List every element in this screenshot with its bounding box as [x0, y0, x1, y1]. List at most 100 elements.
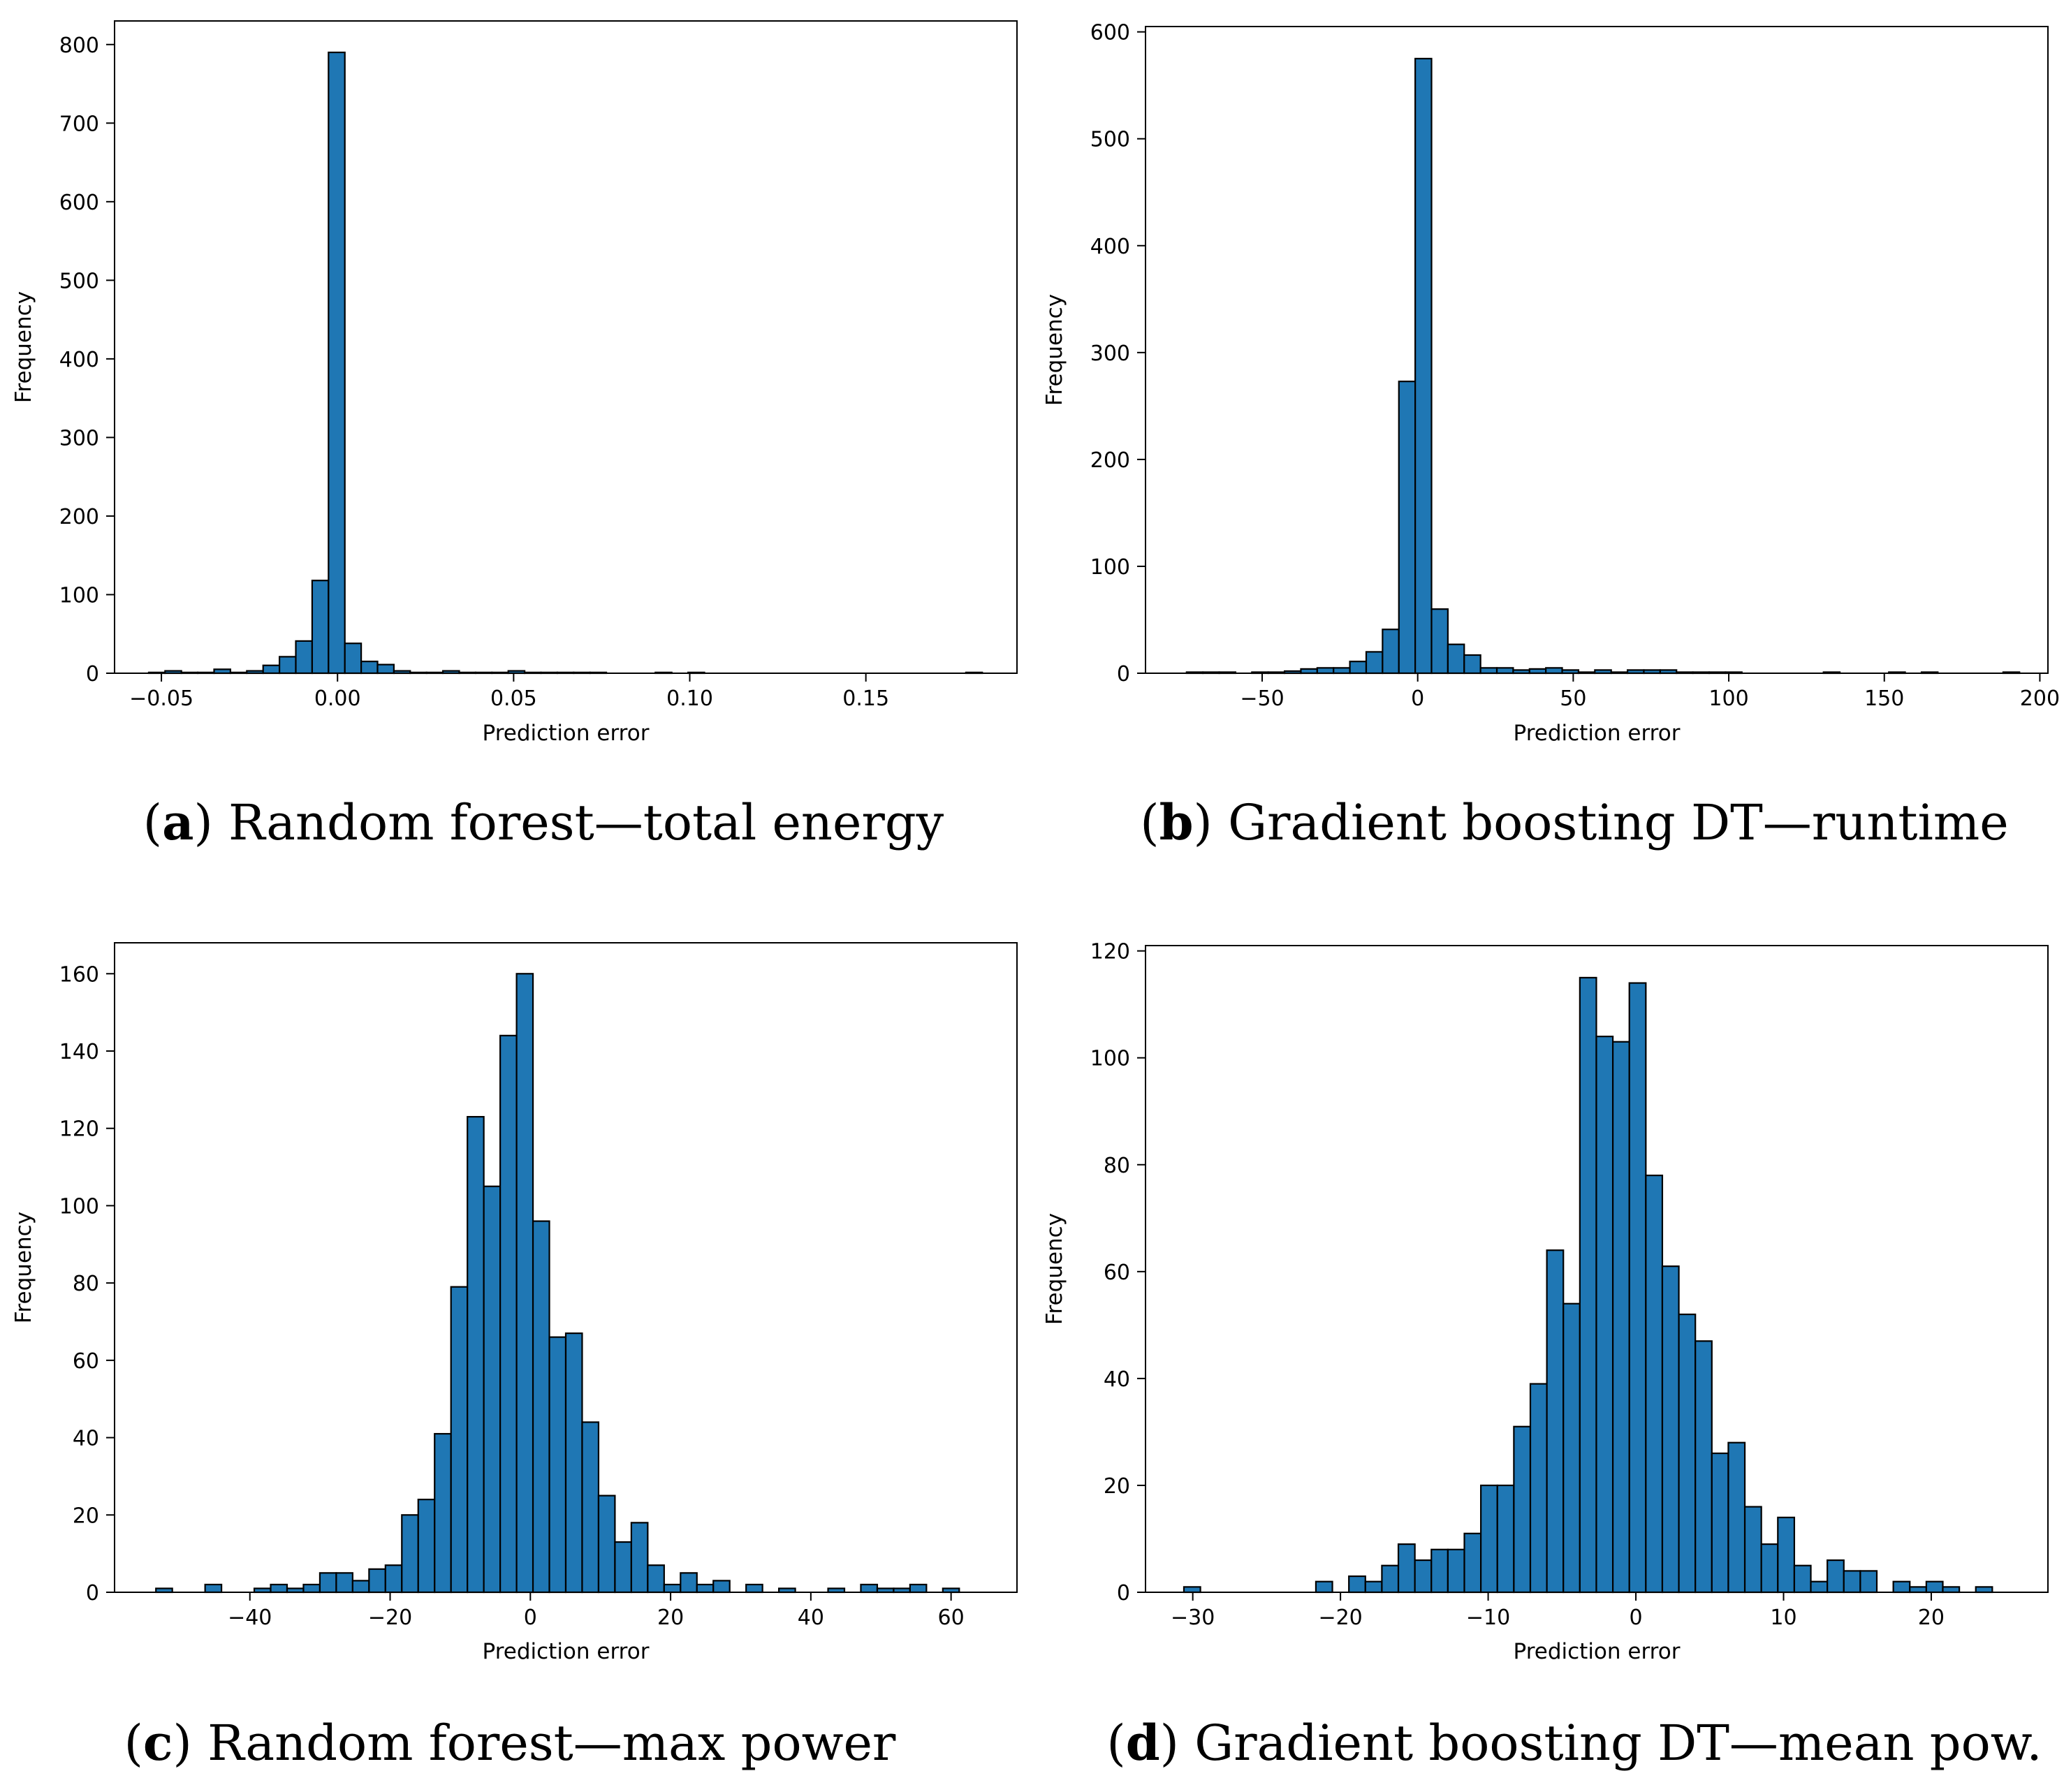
histogram-bar — [1430, 1548, 1449, 1594]
histogram-bar — [1562, 1302, 1581, 1594]
histogram-bar — [1397, 1543, 1416, 1594]
histogram-bar — [630, 1522, 649, 1594]
panel-caption: (b) Gradient boosting DT—runtime — [1140, 793, 2008, 851]
caption-text: Random forest—total energy — [228, 794, 944, 851]
histogram-bar — [1183, 1586, 1201, 1594]
x-tick-label: −10 — [1466, 1606, 1510, 1630]
axes-frame — [114, 942, 1018, 1593]
y-tick-label: 0 — [1117, 662, 1130, 686]
panel-a: −0.05 0.00 0.05 0.10 0.15 0 100 200 300 400 500 600… — [11, 20, 1018, 851]
histogram-bar — [1546, 1249, 1565, 1594]
y-tick-label: 100 — [1090, 1047, 1130, 1071]
x-tick-label: 150 — [1864, 686, 1904, 711]
histogram-bar — [1430, 608, 1449, 675]
y-tick-label: 100 — [59, 583, 99, 608]
x-tick-label: 10 — [1770, 1606, 1796, 1630]
x-axis-label: Prediction error — [1514, 1639, 1681, 1664]
histogram-bar — [499, 1034, 518, 1594]
caption-paren-open: ( — [143, 794, 162, 851]
x-tick-label: 100 — [1708, 686, 1748, 711]
y-axis-label: Frequency — [1042, 1213, 1067, 1325]
histogram-bar — [1925, 1580, 1944, 1594]
histogram-bar — [1529, 1383, 1548, 1594]
histogram-bar — [1398, 381, 1417, 675]
axes-frame — [1145, 26, 2049, 674]
y-tick-label: 300 — [59, 426, 99, 450]
y-tick-label: 300 — [1090, 341, 1130, 366]
y-tick-label: 800 — [59, 34, 99, 58]
y-tick-label: 400 — [1090, 235, 1130, 259]
x-tick-label: 0.15 — [842, 686, 889, 711]
histogram-bar — [548, 1336, 567, 1594]
y-tick-label: 20 — [73, 1504, 99, 1528]
histogram-bar — [1479, 667, 1498, 675]
x-tick-label: 20 — [657, 1606, 684, 1630]
histogram-bar — [1975, 1586, 1993, 1594]
caption-text: Gradient boosting DT—runtime — [1228, 794, 2009, 851]
histogram-bar — [204, 1583, 223, 1594]
histogram-bar — [1463, 654, 1481, 675]
histogram-bar — [1579, 976, 1597, 1594]
panel-d: −30 −20 −10 0 10 20 0 20 40 60 80 100 120 Prediction … — [1042, 940, 2049, 1772]
y-tick-label: 600 — [1090, 21, 1130, 45]
panel-caption: (a) Random forest—total energy — [143, 793, 944, 851]
histogram-bar — [1695, 1340, 1713, 1594]
y-tick-label: 0 — [86, 1581, 99, 1606]
histogram-bar — [384, 1564, 403, 1594]
y-axis-label: Frequency — [11, 291, 36, 403]
histogram-bar — [1760, 1543, 1779, 1594]
histogram-bar — [860, 1583, 879, 1594]
histogram-bar — [1942, 1586, 1961, 1594]
histogram-bar — [467, 1116, 485, 1594]
x-tick-label: 0 — [1629, 1606, 1642, 1630]
y-tick-label: 0 — [86, 662, 99, 686]
y-tick-label: 80 — [1104, 1154, 1130, 1178]
x-tick-label: −30 — [1171, 1606, 1215, 1630]
panel-c: −40 −20 0 20 40 60 0 20 40 60 80 100 120 140 160 Predic… — [11, 942, 1018, 1772]
histogram-bar — [311, 580, 330, 675]
caption-paren-close: ) — [1194, 794, 1229, 851]
y-tick-label: 500 — [1090, 128, 1130, 152]
y-tick-label: 60 — [73, 1349, 99, 1374]
histogram-bar — [335, 1572, 353, 1594]
histogram-bar — [1743, 1506, 1762, 1594]
x-tick-label: 20 — [1918, 1606, 1945, 1630]
histogram-bar — [270, 1583, 288, 1594]
x-tick-label: −20 — [368, 1606, 412, 1630]
histogram-bar — [745, 1583, 763, 1594]
caption-text: Gradient boosting DT—mean pow. — [1194, 1714, 2042, 1772]
y-tick-label: 200 — [59, 505, 99, 529]
histogram-bar — [376, 663, 395, 675]
histogram-bar — [1447, 643, 1465, 675]
x-tick-label: 50 — [1560, 686, 1586, 711]
x-tick-label: 0.10 — [666, 686, 713, 711]
histogram-bar — [680, 1572, 698, 1594]
axes-frame — [1145, 945, 2049, 1593]
histogram-bar — [1348, 1575, 1366, 1594]
x-tick-label: −0.05 — [129, 686, 193, 711]
histogram-bar — [1349, 661, 1368, 675]
histogram-bar — [1365, 651, 1384, 675]
histogram-bar — [1333, 667, 1351, 675]
histogram-bar — [1793, 1564, 1812, 1594]
histogram-bar — [614, 1541, 632, 1594]
caption-paren-close: ) — [173, 1714, 208, 1772]
histogram-bar — [1463, 1532, 1482, 1594]
histogram-bar — [417, 1499, 436, 1594]
histogram-bar — [1545, 667, 1563, 675]
histogram-bar — [712, 1580, 731, 1594]
x-axis-label: Prediction error — [483, 721, 650, 746]
x-tick-label: 0 — [524, 1606, 537, 1630]
y-tick-label: 120 — [59, 1117, 99, 1142]
y-tick-label: 400 — [59, 348, 99, 372]
x-tick-label: −50 — [1240, 686, 1284, 711]
y-tick-label: 40 — [73, 1427, 99, 1451]
y-tick-label: 0 — [1117, 1581, 1130, 1606]
histogram-bar — [1843, 1570, 1861, 1594]
histogram-bar — [1611, 1041, 1630, 1594]
histogram-bar — [1727, 1441, 1746, 1594]
histogram-bar — [483, 1185, 502, 1594]
x-tick-label: 200 — [2020, 686, 2060, 711]
y-tick-label: 160 — [59, 962, 99, 987]
